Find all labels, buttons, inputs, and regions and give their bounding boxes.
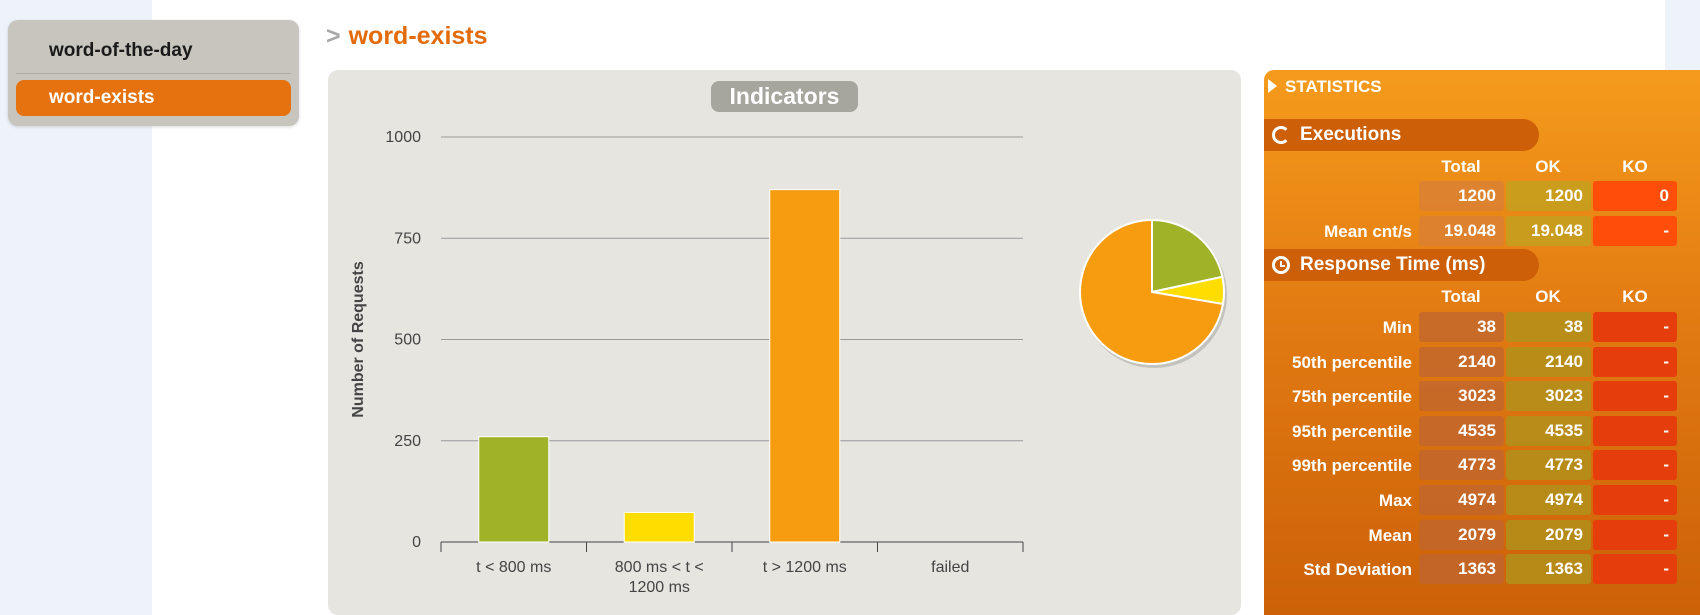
pie-slice xyxy=(1079,218,1225,365)
expand-triangle-icon xyxy=(1268,79,1277,93)
response-time-cell-ok: 3023 xyxy=(1506,381,1591,412)
executions-title: Executions xyxy=(1300,124,1402,145)
response-time-cell-total: 4535 xyxy=(1419,415,1504,446)
response-col-total: Total xyxy=(1441,287,1481,306)
page-title-text: word-exists xyxy=(348,22,488,50)
executions-cell-ko: 0 xyxy=(1593,181,1677,211)
refresh-icon xyxy=(1272,126,1290,144)
response-time-row-label: 99th percentile xyxy=(1292,456,1412,476)
bar xyxy=(769,189,841,543)
breadcrumb-separator: > xyxy=(326,22,341,50)
response-time-cell-total: 4773 xyxy=(1419,450,1504,481)
response-time-cell-ko: - xyxy=(1593,381,1677,412)
page-title: > word-exists xyxy=(326,22,488,51)
executions-col-total: Total xyxy=(1441,157,1481,176)
x-tick-label: t > 1200 ms xyxy=(763,559,847,576)
executions-cell-total: 1200 xyxy=(1419,181,1504,211)
response-time-cell-ko: - xyxy=(1593,415,1677,446)
response-time-cell-total: 1363 xyxy=(1419,554,1504,585)
response-time-section-header: Response Time (ms) xyxy=(1264,249,1539,281)
executions-cell-total: 19.048 xyxy=(1419,215,1504,246)
statistics-header-label: STATISTICS xyxy=(1285,77,1382,96)
y-tick-label: 750 xyxy=(394,230,421,247)
executions-cell-ok: 1200 xyxy=(1506,181,1591,211)
response-time-row-label: Mean xyxy=(1368,525,1412,545)
response-time-cell-ko: - xyxy=(1593,554,1677,585)
response-time-row-label: Min xyxy=(1382,318,1412,337)
clock-icon xyxy=(1272,256,1290,274)
response-time-cell-ko: - xyxy=(1593,346,1677,377)
executions-col-ko: KO xyxy=(1622,157,1648,176)
response-time-title: Response Time (ms) xyxy=(1300,254,1486,275)
response-time-cell-ko: - xyxy=(1593,485,1677,515)
response-time-row-label: Max xyxy=(1378,491,1412,510)
indicators-chart: 0 250 500 750 1000 Number of Requests t < 800 … xyxy=(350,129,1227,596)
sidebar: word-of-the-day word-exists xyxy=(8,20,299,126)
sidebar-divider xyxy=(16,73,291,74)
bar xyxy=(623,511,695,543)
executions-row-label: Mean cnt/s xyxy=(1324,221,1412,241)
response-time-cell-ok: 38 xyxy=(1506,312,1591,342)
bar xyxy=(478,436,550,543)
executions-cell-ok: 19.048 xyxy=(1506,215,1591,246)
response-col-ko: KO xyxy=(1622,287,1648,306)
sidebar-item-word-exists[interactable]: word-exists xyxy=(16,80,291,116)
executions-col-ok: OK xyxy=(1535,157,1561,176)
executions-cell-ko: - xyxy=(1593,215,1677,246)
response-time-cell-ok: 4535 xyxy=(1506,415,1591,446)
response-time-cell-ko: - xyxy=(1593,450,1677,481)
x-tick-label: failed xyxy=(931,559,969,576)
response-time-row-label: 95th percentile xyxy=(1292,421,1412,441)
y-tick-label: 1000 xyxy=(385,129,421,146)
response-time-cell-total: 2079 xyxy=(1419,519,1504,550)
response-col-ok: OK xyxy=(1535,287,1561,306)
response-time-cell-total: 2140 xyxy=(1419,346,1504,377)
response-time-row-label: 75th percentile xyxy=(1292,387,1412,407)
sidebar-item-word-of-the-day[interactable]: word-of-the-day xyxy=(49,40,193,61)
y-tick-label: 500 xyxy=(394,332,421,349)
x-tick-label: 800 ms < t <1200 ms xyxy=(615,559,704,596)
response-time-cell-total: 3023 xyxy=(1419,381,1504,412)
response-time-cell-ok: 2079 xyxy=(1506,519,1591,550)
x-tick-label: t < 800 ms xyxy=(476,559,551,576)
pie-slice xyxy=(1151,218,1224,294)
response-time-cell-ko: - xyxy=(1593,312,1677,342)
response-time-cell-ok: 2140 xyxy=(1506,346,1591,377)
response-time-cell-ok: 1363 xyxy=(1506,554,1591,585)
response-time-row-label: 50th percentile xyxy=(1292,352,1412,372)
response-time-cell-total: 4974 xyxy=(1419,485,1504,515)
response-time-cell-ok: 4974 xyxy=(1506,485,1591,515)
response-time-cell-ko: - xyxy=(1593,519,1677,550)
y-tick-label: 0 xyxy=(412,534,421,551)
y-tick-label: 250 xyxy=(394,433,421,450)
statistics-header[interactable]: STATISTICS xyxy=(1268,76,1382,98)
response-time-cell-ok: 4773 xyxy=(1506,450,1591,481)
response-time-row-label: Std Deviation xyxy=(1303,560,1412,580)
indicators-title: Indicators xyxy=(711,81,858,112)
y-axis-label: Number of Requests xyxy=(350,261,367,418)
executions-section-header: Executions xyxy=(1264,119,1539,151)
response-time-cell-total: 38 xyxy=(1419,312,1504,342)
